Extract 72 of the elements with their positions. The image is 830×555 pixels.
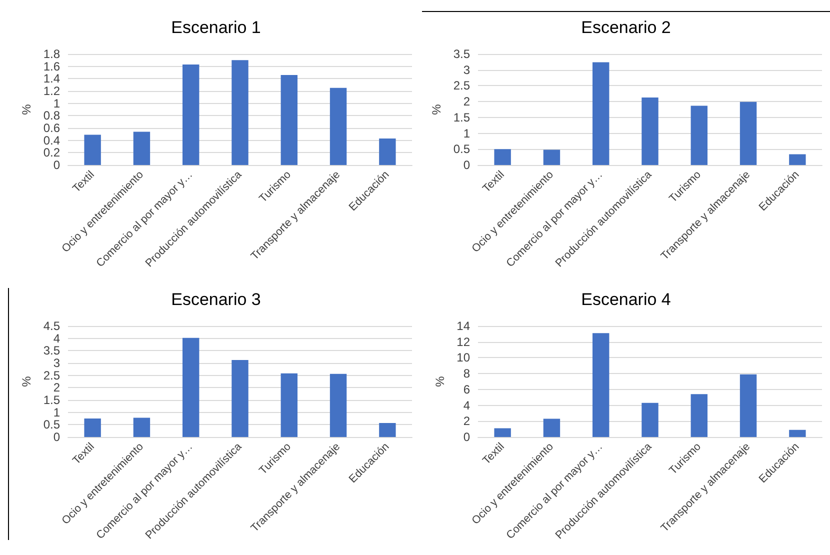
- bar: [133, 132, 150, 165]
- y-tick-label: 0: [53, 430, 60, 444]
- bar: [494, 149, 511, 165]
- bar: [543, 150, 560, 165]
- y-tick-label: 14: [456, 319, 470, 333]
- y-tick-label: 0.8: [43, 108, 60, 123]
- y-tick-label: 4: [53, 331, 60, 346]
- y-tick-label: 10: [456, 350, 470, 365]
- y-axis-title: %: [19, 104, 34, 115]
- y-tick-label: 0.5: [453, 142, 470, 156]
- y-tick-label: 0.5: [43, 418, 60, 432]
- y-tick-label: 1.5: [43, 393, 60, 407]
- y-tick-label: 6: [463, 382, 470, 396]
- bar: [330, 88, 347, 165]
- y-tick-label: 3.5: [43, 344, 60, 358]
- y-tick-label: 1: [463, 126, 470, 140]
- bar: [789, 430, 806, 437]
- y-tick-label: 1.6: [43, 59, 60, 74]
- y-tick-label: 1.8: [43, 47, 60, 61]
- y-tick-label: 3: [463, 62, 470, 77]
- y-tick-label: 3: [53, 356, 60, 370]
- y-tick-label: 12: [456, 334, 470, 349]
- y-tick-label: 2: [463, 414, 470, 428]
- bar: [182, 338, 200, 437]
- bar: [592, 333, 610, 437]
- y-tick-label: 4.5: [43, 319, 60, 333]
- y-tick-label: 2.5: [43, 368, 60, 382]
- bar: [740, 102, 757, 165]
- y-tick-label: 1.2: [43, 84, 60, 98]
- bar: [642, 97, 658, 165]
- y-tick-label: 4: [463, 398, 470, 412]
- bar: [280, 373, 298, 437]
- bar: [84, 134, 101, 165]
- bar: [494, 428, 511, 437]
- bar: [740, 374, 757, 437]
- y-tick-label: 2: [53, 380, 60, 395]
- y-tick-label: 2: [463, 94, 470, 109]
- bar: [379, 138, 396, 165]
- y-tick-label: 1: [53, 96, 60, 110]
- y-axis-title: %: [19, 376, 34, 387]
- bar: [690, 106, 708, 165]
- y-tick-label: 0: [463, 158, 470, 172]
- bar: [789, 154, 806, 165]
- y-tick-label: 0.2: [43, 146, 60, 160]
- bar: [330, 374, 347, 437]
- bar: [642, 402, 658, 437]
- chart-title: Escenario 2: [581, 18, 671, 37]
- y-tick-label: 0: [463, 430, 470, 444]
- y-tick-label: 0.6: [43, 121, 60, 135]
- bar: [232, 60, 248, 165]
- y-tick-label: 1: [53, 405, 60, 420]
- y-tick-label: 1.4: [43, 72, 60, 86]
- bar: [379, 422, 396, 437]
- y-axis-title: %: [432, 376, 447, 387]
- y-tick-label: 8: [463, 366, 470, 381]
- chart-title: Escenario 1: [171, 18, 261, 37]
- bar: [543, 418, 560, 437]
- bar: [690, 394, 708, 437]
- bar: [280, 74, 298, 165]
- y-tick-label: 3.5: [453, 47, 470, 61]
- y-tick-label: 2.5: [453, 78, 470, 93]
- chart-title: Escenario 4: [581, 290, 671, 309]
- chart-title: Escenario 3: [171, 290, 261, 309]
- bar: [232, 360, 248, 437]
- bar: [592, 62, 610, 165]
- bar: [84, 418, 101, 437]
- y-tick-label: 0: [53, 158, 60, 172]
- y-tick-label: 1.5: [453, 110, 470, 124]
- bar: [133, 418, 150, 437]
- y-axis-title: %: [429, 104, 444, 115]
- y-tick-label: 0.4: [43, 133, 60, 148]
- bar: [182, 64, 200, 165]
